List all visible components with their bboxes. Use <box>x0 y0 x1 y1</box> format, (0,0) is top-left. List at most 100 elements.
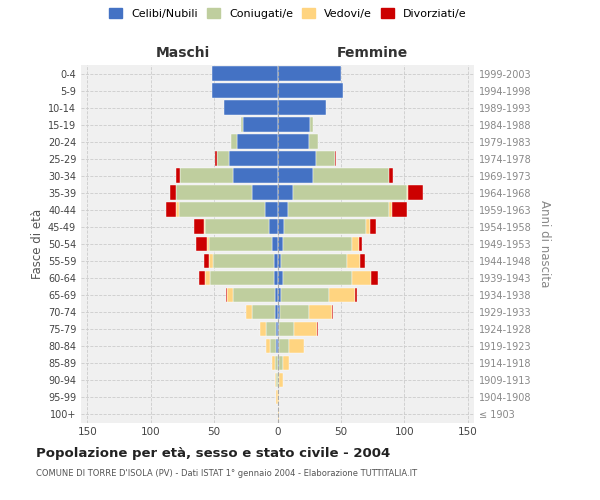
Y-axis label: Fasce di età: Fasce di età <box>31 208 44 279</box>
Bar <box>407 186 408 200</box>
Bar <box>206 236 209 251</box>
Bar <box>204 220 205 234</box>
Bar <box>359 236 362 251</box>
Bar <box>252 304 275 319</box>
Text: Popolazione per età, sesso e stato civile - 2004: Popolazione per età, sesso e stato civil… <box>36 448 390 460</box>
Bar <box>279 322 294 336</box>
Bar <box>212 66 277 80</box>
Bar <box>316 152 335 166</box>
Bar <box>310 118 313 132</box>
Bar <box>293 186 407 200</box>
Bar <box>389 168 393 183</box>
Bar <box>283 270 352 285</box>
Bar <box>352 236 359 251</box>
Bar <box>212 84 277 98</box>
Bar <box>277 66 341 80</box>
Bar <box>277 254 281 268</box>
Bar <box>279 356 283 370</box>
Bar <box>205 270 211 285</box>
Bar <box>194 220 204 234</box>
Bar <box>276 322 277 336</box>
Bar <box>274 254 277 268</box>
Bar <box>276 338 277 353</box>
Text: Femmine: Femmine <box>337 46 408 60</box>
Bar <box>272 236 277 251</box>
Bar <box>347 254 360 268</box>
Bar <box>266 338 270 353</box>
Bar <box>246 304 252 319</box>
Bar <box>277 322 279 336</box>
Bar <box>389 202 392 217</box>
Bar <box>277 134 309 149</box>
Bar <box>224 100 277 115</box>
Bar <box>272 356 275 370</box>
Bar <box>280 304 309 319</box>
Bar <box>176 186 252 200</box>
Bar <box>289 338 304 353</box>
Bar <box>392 202 407 217</box>
Bar <box>213 254 274 268</box>
Bar <box>283 236 352 251</box>
Bar <box>277 407 279 421</box>
Bar <box>360 254 365 268</box>
Bar <box>217 152 229 166</box>
Bar <box>279 338 289 353</box>
Bar <box>277 84 343 98</box>
Bar <box>260 322 266 336</box>
Y-axis label: Anni di nascita: Anni di nascita <box>538 200 551 288</box>
Bar <box>215 152 217 166</box>
Bar <box>277 338 279 353</box>
Bar <box>313 168 389 183</box>
Bar <box>309 134 318 149</box>
Bar <box>252 186 277 200</box>
Bar <box>277 168 313 183</box>
Bar <box>277 220 284 234</box>
Bar <box>275 372 276 387</box>
Bar <box>266 322 276 336</box>
Bar <box>332 304 333 319</box>
Bar <box>276 390 277 404</box>
Bar <box>241 118 243 132</box>
Bar <box>277 100 326 115</box>
Bar <box>196 236 206 251</box>
Bar <box>281 288 329 302</box>
Bar <box>276 372 277 387</box>
Bar <box>277 236 283 251</box>
Bar <box>275 356 277 370</box>
Bar <box>243 118 277 132</box>
Bar <box>277 186 293 200</box>
Bar <box>277 270 283 285</box>
Bar <box>366 220 370 234</box>
Bar <box>199 270 205 285</box>
Bar <box>176 202 179 217</box>
Bar <box>283 356 289 370</box>
Bar <box>279 372 283 387</box>
Bar <box>265 202 277 217</box>
Bar <box>277 304 280 319</box>
Bar <box>329 288 355 302</box>
Bar <box>227 288 233 302</box>
Bar <box>176 168 180 183</box>
Bar <box>277 288 281 302</box>
Bar <box>204 254 209 268</box>
Bar <box>335 152 336 166</box>
Bar <box>317 322 318 336</box>
Bar <box>284 220 366 234</box>
Bar <box>179 202 265 217</box>
Bar <box>170 186 176 200</box>
Bar <box>209 254 213 268</box>
Bar <box>294 322 317 336</box>
Bar <box>166 202 176 217</box>
Bar <box>370 220 376 234</box>
Bar <box>275 288 277 302</box>
Bar <box>205 220 269 234</box>
Bar <box>275 304 277 319</box>
Bar <box>371 270 377 285</box>
Bar <box>211 270 274 285</box>
Text: COMUNE DI TORRE D'ISOLA (PV) - Dati ISTAT 1° gennaio 2004 - Elaborazione TUTTITA: COMUNE DI TORRE D'ISOLA (PV) - Dati ISTA… <box>36 468 417 477</box>
Bar <box>408 186 423 200</box>
Bar <box>277 390 279 404</box>
Bar <box>277 118 310 132</box>
Bar <box>277 152 316 166</box>
Bar <box>355 288 358 302</box>
